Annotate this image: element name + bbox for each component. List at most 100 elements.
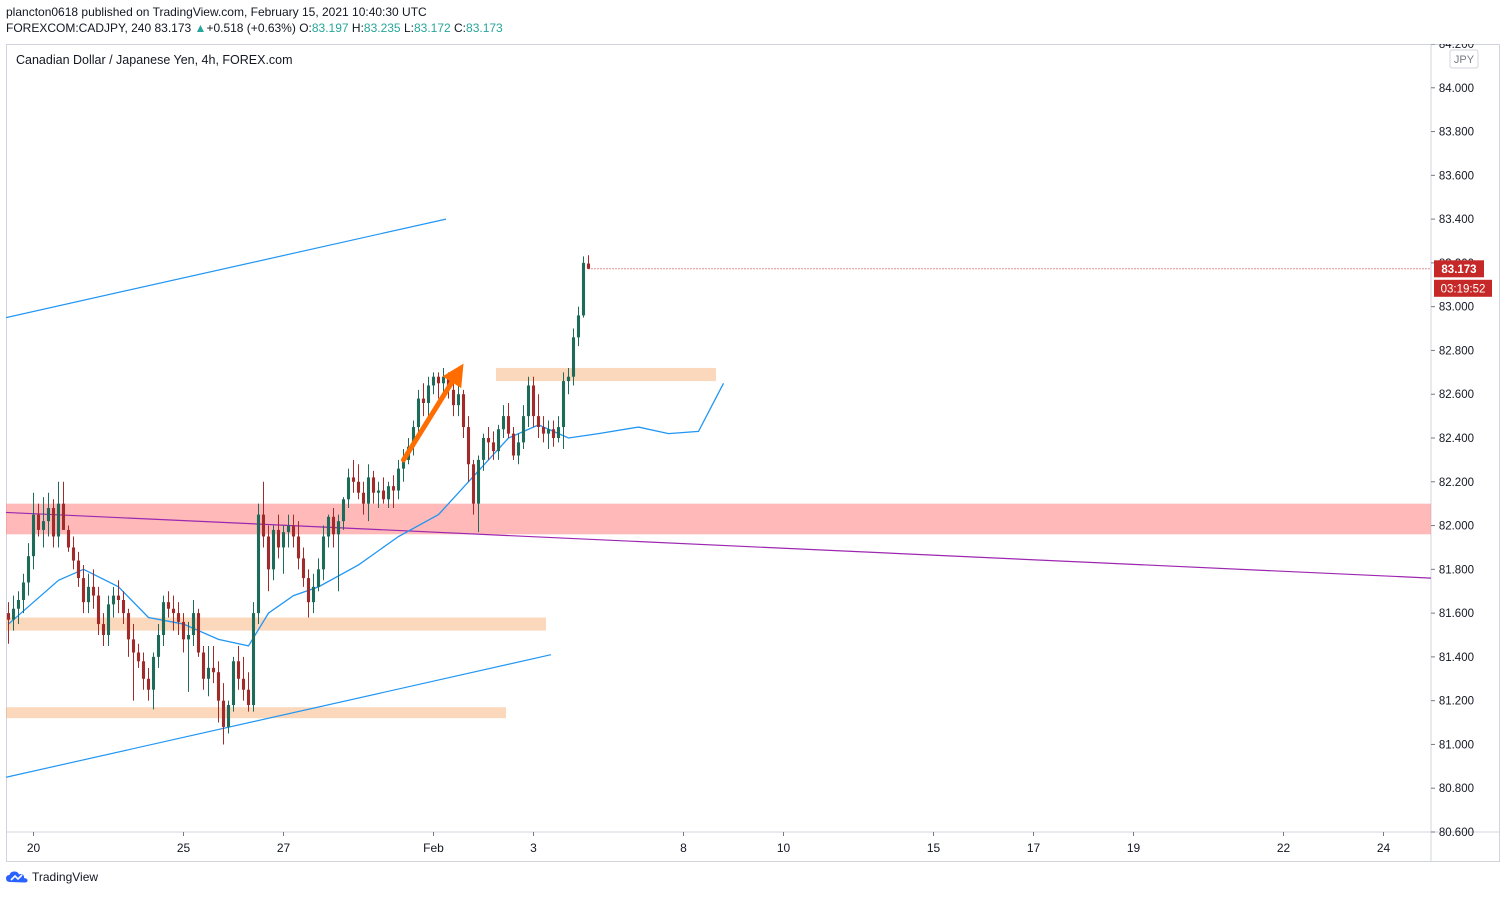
candle-body (181, 621, 186, 640)
symbol-label[interactable]: FOREXCOM:CADJPY, 240 (6, 21, 152, 35)
price-tick-label: 82.200 (1439, 477, 1474, 489)
candle-body (261, 514, 266, 537)
candle-body (511, 433, 516, 456)
candle-body (61, 503, 66, 530)
candle (311, 573, 316, 614)
candle (156, 624, 161, 668)
candle (86, 573, 91, 614)
candle (426, 376, 431, 417)
candle (456, 385, 461, 417)
supply-zone-1 (496, 367, 716, 382)
currency-badge[interactable]: JPY (1449, 49, 1479, 69)
candle-body (231, 661, 236, 706)
arrow-layer (401, 363, 464, 463)
trend-arrow-head (442, 363, 464, 389)
candle (416, 389, 421, 438)
price-tick-label: 80.600 (1439, 827, 1474, 839)
time-tick-label: 27 (277, 841, 291, 855)
candle (296, 521, 301, 570)
candle-body (166, 602, 171, 609)
time-tick-label: 19 (1127, 841, 1141, 855)
last-price: 83.173 (154, 21, 192, 35)
candle (111, 586, 116, 618)
price-tick-label: 81.600 (1439, 608, 1474, 620)
high-value: 83.235 (363, 21, 401, 35)
time-tick-label: Feb (423, 841, 444, 855)
candle (196, 608, 201, 657)
price-tick-label: 84.200 (1439, 44, 1474, 51)
price-axis[interactable]: 84.20084.00083.80083.60083.40083.20083.0… (1431, 44, 1474, 839)
candle-body (486, 438, 491, 443)
price-tick-label: 82.000 (1439, 521, 1474, 533)
candle (361, 481, 366, 515)
candle-body (341, 499, 346, 522)
candle (326, 514, 331, 548)
candle (191, 599, 196, 646)
price-tick-label: 83.000 (1439, 302, 1474, 314)
candle-body (346, 477, 351, 500)
candle-body (226, 705, 231, 727)
low-label: L: (403, 21, 414, 35)
candle-body (416, 398, 421, 428)
candle (316, 558, 321, 592)
candle (151, 652, 156, 710)
candle-body (536, 416, 541, 428)
candle-body (21, 582, 26, 600)
candle-body (281, 532, 286, 548)
candle (181, 613, 186, 653)
candle (281, 525, 286, 574)
candle (516, 433, 521, 465)
candle (221, 683, 226, 745)
candle (306, 569, 311, 618)
candle-body (326, 516, 331, 537)
candle-body (466, 427, 471, 465)
candle-body (496, 429, 501, 452)
price-tick-label: 82.600 (1439, 389, 1474, 401)
candle (91, 569, 96, 609)
candle-body (56, 503, 61, 537)
candle (391, 475, 396, 509)
candle (581, 256, 586, 318)
candle-body (201, 652, 206, 679)
candle-body (136, 652, 141, 662)
candle-body (146, 678, 151, 690)
candle-body (546, 429, 551, 434)
candle (116, 580, 121, 614)
candle-body (541, 427, 546, 434)
candle (176, 602, 181, 635)
support-zone-2 (6, 617, 546, 631)
candle-body (556, 427, 561, 438)
candle-body (576, 315, 581, 338)
candle (551, 420, 556, 447)
candle-body (11, 608, 16, 620)
candle (421, 383, 426, 417)
candle-body (296, 536, 301, 559)
time-axis[interactable]: 20 25 27 Feb 3 8 10 15 17 19 22 24 (27, 832, 1391, 855)
candle-body (141, 661, 146, 679)
candle-body (121, 599, 126, 614)
candle (286, 514, 291, 548)
candle-body (531, 385, 536, 417)
candle-body (561, 381, 566, 428)
candle-body (41, 521, 46, 530)
candle-body (366, 477, 371, 504)
chart-area[interactable]: Canadian Dollar / Japanese Yen, 4h, FORE… (6, 44, 1500, 862)
candle-body (266, 536, 271, 570)
candle (346, 468, 351, 509)
price-tick-label: 81.400 (1439, 652, 1474, 664)
close-label: C: (454, 21, 467, 35)
footer-brand[interactable]: TradingView (32, 870, 99, 884)
channel-lower-line (6, 654, 552, 778)
candle (341, 497, 346, 530)
candle-body (516, 442, 521, 456)
resistance-zone-0 (6, 503, 1431, 535)
candle-body (31, 514, 36, 557)
candle-body (186, 635, 191, 640)
candle (141, 652, 146, 690)
candle (101, 613, 106, 646)
countdown-tag-text: 03:19:52 (1441, 283, 1486, 295)
candle-body (451, 389, 456, 406)
candle (246, 672, 251, 712)
candle-body (441, 376, 446, 384)
candle (301, 547, 306, 587)
